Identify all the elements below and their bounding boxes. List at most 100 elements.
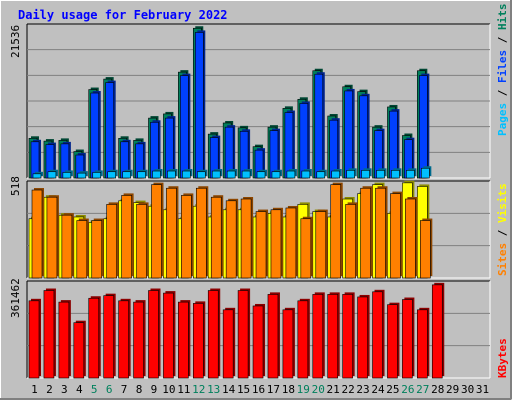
bar-sites-day-26: [405, 197, 418, 279]
day-label-25: 25: [386, 383, 399, 396]
bar-pages-day-24: [376, 168, 387, 179]
legend-visits-panel: Sites / Visits: [496, 183, 509, 276]
bar-sites-day-7: [121, 193, 134, 279]
bar-pages-day-17: [271, 169, 282, 179]
bars: [28, 26, 445, 379]
day-label-2: 2: [46, 383, 53, 396]
bar-kbytes-day-16: [252, 303, 266, 379]
legend-hits: Hits: [496, 4, 509, 31]
bar-pages-day-1: [32, 171, 43, 179]
day-label-29: 29: [446, 383, 459, 396]
visits-max-label: 518: [9, 176, 22, 196]
bar-pages-day-4: [77, 171, 88, 179]
day-label-22: 22: [341, 383, 354, 396]
day-label-16: 16: [252, 383, 265, 396]
bar-sites-day-16: [255, 209, 269, 279]
bar-files-day-19: [299, 101, 310, 179]
bar-kbytes-day-17: [267, 292, 280, 379]
bar-kbytes-day-6: [103, 293, 116, 379]
bar-kbytes-day-27: [417, 307, 430, 379]
bar-sites-day-10: [166, 186, 179, 279]
bar-pages-day-21: [331, 169, 342, 179]
bar-pages-day-13: [211, 169, 223, 179]
legend-pages: Pages: [496, 103, 509, 136]
bar-pages-day-9: [152, 169, 163, 179]
bar-sites-day-3: [61, 213, 74, 279]
bar-kbytes-day-22: [342, 292, 355, 379]
bar-kbytes-day-3: [58, 300, 71, 379]
bar-kbytes-day-8: [133, 300, 146, 379]
legend-kbytes: KBytes: [496, 338, 509, 378]
bar-sites-day-19: [300, 216, 313, 279]
bar-sites-day-4: [76, 218, 89, 279]
chart-title: Daily usage for February 2022: [18, 8, 228, 22]
day-label-6: 6: [106, 383, 113, 396]
bar-kbytes-day-23: [357, 294, 370, 379]
bar-sites-day-6: [106, 202, 119, 279]
bar-pages-day-23: [361, 168, 372, 179]
day-label-12: 12: [192, 383, 205, 396]
day-label-9: 9: [151, 383, 158, 396]
bar-kbytes-day-25: [387, 302, 400, 379]
bar-kbytes-day-4: [73, 320, 86, 379]
bar-sites-day-17: [270, 207, 283, 279]
bar-pages-day-19: [301, 169, 312, 179]
legend-sites: Sites: [496, 243, 509, 276]
bar-files-day-5: [90, 91, 101, 179]
bar-pages-day-14: [226, 169, 238, 179]
day-label-26: 26: [401, 383, 414, 396]
bar-kbytes-day-10: [163, 291, 176, 379]
day-label-5: 5: [91, 383, 98, 396]
bar-sites-day-5: [91, 218, 104, 279]
bar-files-day-18: [284, 110, 295, 179]
bar-pages-day-25: [391, 168, 402, 179]
bar-kbytes-day-12: [192, 301, 206, 379]
bar-pages-day-15: [241, 169, 253, 179]
bar-pages-day-7: [122, 169, 133, 179]
bar-sites-day-2: [46, 195, 59, 279]
bar-pages-day-5: [92, 170, 103, 179]
bar-kbytes-day-24: [372, 289, 385, 379]
day-label-28: 28: [431, 383, 444, 396]
bar-kbytes-day-7: [118, 298, 131, 379]
kbytes-max-label: 361462: [9, 278, 22, 318]
bar-files-day-23: [359, 93, 370, 179]
bar-kbytes-day-18: [282, 307, 295, 379]
bar-sites-day-20: [315, 209, 328, 279]
day-label-19: 19: [297, 383, 310, 396]
bar-pages-day-8: [137, 169, 148, 179]
bar-kbytes-day-1: [28, 298, 41, 379]
day-label-14: 14: [222, 383, 236, 396]
bar-files-day-25: [389, 109, 400, 179]
day-label-24: 24: [371, 383, 385, 396]
bar-kbytes-day-11: [178, 300, 191, 379]
day-label-13: 13: [207, 383, 220, 396]
day-labels: 1 2 3 4 5 6 7 8 9 10 11 12 13 14 15 16 17 18 19 20 21 22 23 24 2…: [31, 383, 489, 396]
day-label-21: 21: [327, 383, 340, 396]
hits-max-label: 21536: [9, 25, 22, 58]
day-label-4: 4: [76, 383, 83, 396]
day-label-1: 1: [31, 383, 38, 396]
bar-files-day-6: [105, 80, 116, 179]
day-label-10: 10: [162, 383, 175, 396]
bar-sites-day-1: [31, 188, 44, 279]
bar-kbytes-day-28: [431, 282, 445, 379]
bar-sites-day-9: [151, 182, 164, 279]
bar-files-day-20: [314, 72, 325, 179]
bar-pages-day-16: [256, 169, 268, 179]
day-label-31: 31: [476, 383, 489, 396]
bar-sites-day-22: [345, 202, 358, 279]
bar-pages-day-6: [107, 169, 118, 179]
day-label-7: 7: [121, 383, 128, 396]
bar-sites-day-21: [330, 182, 343, 279]
bar-pages-day-10: [167, 169, 178, 179]
bar-pages-day-3: [62, 170, 73, 179]
bar-pages-day-20: [316, 169, 327, 179]
day-label-17: 17: [267, 383, 280, 396]
legend-visits: Visits: [496, 183, 509, 223]
day-label-30: 30: [461, 383, 474, 396]
bar-files-day-27: [419, 73, 430, 179]
bar-pages-day-2: [47, 169, 58, 179]
bar-kbytes-day-19: [297, 298, 310, 379]
bar-kbytes-day-13: [207, 288, 221, 379]
